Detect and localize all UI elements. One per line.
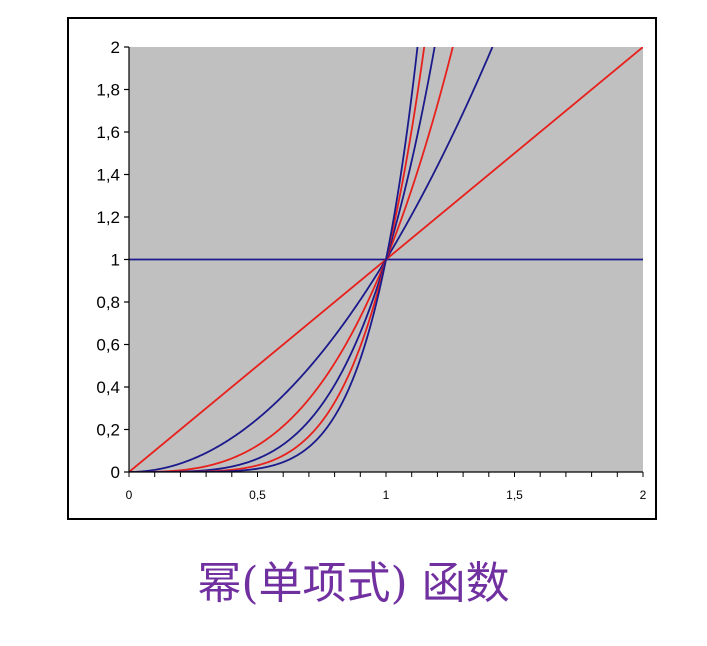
y-tick-label: 0: [111, 463, 120, 482]
x-tick-label: 0: [126, 488, 133, 502]
y-tick-label: 1,2: [96, 208, 120, 227]
y-tick-label: 0,8: [96, 293, 120, 312]
x-tick-label: 1: [383, 488, 390, 502]
chart-caption: 幂(单项式) 函数: [197, 558, 510, 609]
y-tick-label: 1: [111, 251, 120, 270]
y-tick-label: 2: [111, 38, 120, 57]
y-tick-label: 0,6: [96, 336, 120, 355]
y-tick-label: 1,4: [96, 166, 120, 185]
y-tick-label: 0,2: [96, 421, 120, 440]
y-tick-label: 0,4: [96, 378, 120, 397]
x-tick-label: 2: [640, 488, 647, 502]
y-tick-label: 1,8: [96, 81, 120, 100]
series-line-x-pow-3: [129, 47, 454, 472]
y-tick-label: 1,6: [96, 123, 120, 142]
x-tick-label: 1,5: [506, 488, 523, 502]
x-tick-label: 0,5: [249, 488, 266, 502]
x-axis-ticks: 0 0,5 1 1,5 2: [126, 472, 647, 502]
y-axis-ticks: 0 0,2 0,4 0,6 0,8 1 1,2 1,4 1,6 1,8 2: [96, 38, 129, 482]
series-line-x-pow-2: [129, 47, 494, 472]
